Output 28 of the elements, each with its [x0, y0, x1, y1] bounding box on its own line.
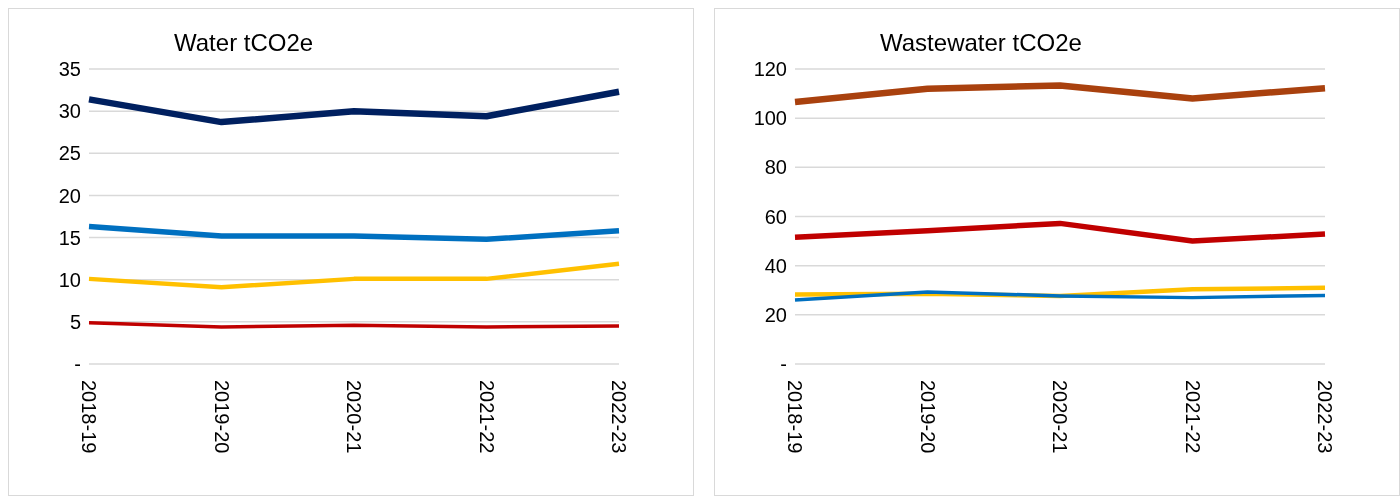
y-tick-label: 30 [58, 100, 81, 123]
chart-title: Wastewater tCO2e [880, 29, 1082, 57]
y-tick-label: - [780, 353, 787, 376]
x-tick-label: 2022-23 [1314, 380, 1336, 454]
y-tick-label: 15 [58, 226, 81, 249]
y-tick-label: 5 [69, 310, 81, 333]
y-tick-label: 35 [58, 58, 81, 81]
x-tick-label: 2018-19 [784, 380, 806, 454]
y-tick-label: 80 [764, 156, 787, 179]
y-tick-label: 40 [764, 254, 787, 277]
y-tick-label: 20 [58, 184, 81, 207]
x-tick-label: 2019-20 [210, 380, 233, 454]
y-tick-label: 10 [58, 268, 81, 291]
x-tick-label: 2022-23 [608, 380, 630, 454]
y-tick-label: 25 [58, 142, 81, 165]
y-tick-label: 60 [764, 205, 787, 228]
x-tick-label: 2020-21 [343, 380, 365, 454]
y-tick-label: 100 [753, 107, 787, 130]
line-series [793, 290, 1327, 302]
x-tick-label: 2021-22 [475, 380, 498, 454]
x-tick-label: 2019-20 [916, 380, 939, 454]
chart-title: Water tCO2e [174, 29, 314, 57]
y-tick-label: 20 [764, 303, 787, 326]
x-tick-label: 2021-22 [1181, 380, 1204, 454]
x-tick-label: 2020-21 [1049, 380, 1071, 454]
y-tick-label: - [74, 353, 81, 376]
x-tick-label: 2018-19 [78, 380, 100, 454]
y-tick-label: 120 [753, 58, 787, 81]
